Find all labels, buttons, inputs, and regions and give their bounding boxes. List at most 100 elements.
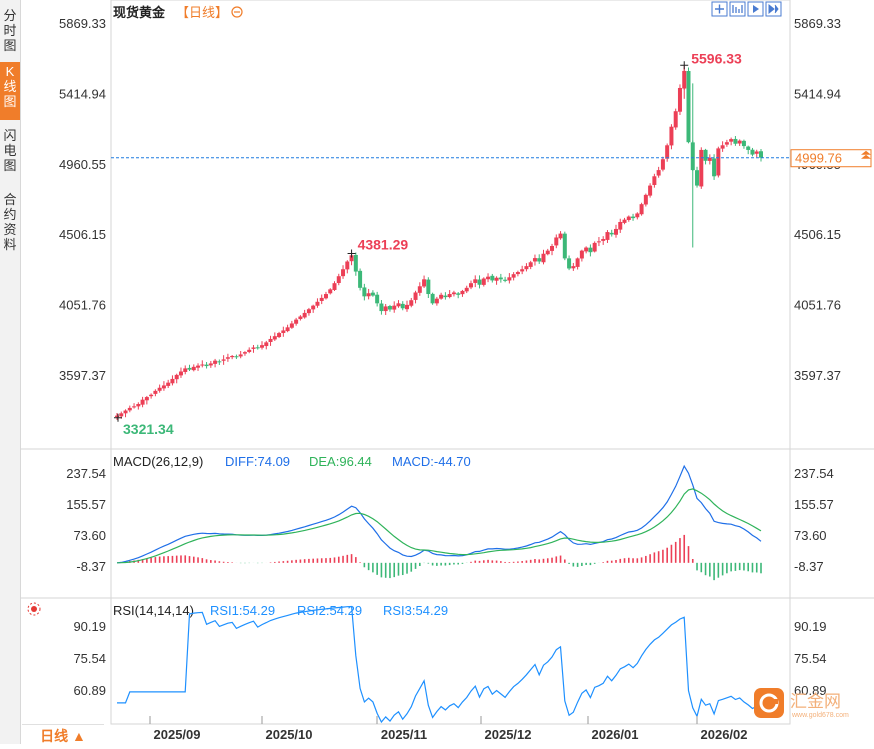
candle <box>613 224 618 238</box>
indicator-settings-icon[interactable] <box>27 602 41 616</box>
candle-body <box>498 277 503 280</box>
macd-axis-tick-right: -8.37 <box>794 559 824 574</box>
candle <box>375 291 380 307</box>
candle-body <box>712 158 717 177</box>
candle <box>588 244 593 257</box>
candle-body <box>532 258 537 262</box>
macd-axis-tick-right: 237.54 <box>794 466 834 481</box>
sidebar-tab-0[interactable]: 分时图 <box>0 6 20 56</box>
candle <box>737 139 742 146</box>
candle <box>127 405 132 413</box>
price-axis-tick-right: 5414.94 <box>794 86 841 101</box>
zoom-in-icon[interactable] <box>729 1 746 17</box>
candle-body <box>486 276 491 280</box>
candle-body <box>183 368 188 372</box>
candle-body <box>392 305 397 310</box>
candle <box>520 265 525 275</box>
candle-body <box>622 219 627 223</box>
candle-body <box>511 274 516 278</box>
forward-icon[interactable] <box>765 1 782 17</box>
candle-body <box>405 304 410 310</box>
candle <box>392 301 397 313</box>
candle-body <box>468 283 473 288</box>
candle-body <box>140 399 145 405</box>
candle <box>490 273 495 283</box>
macd-axis-tick-left: 155.57 <box>66 497 106 512</box>
mid-high-price-label: 4381.29 <box>358 237 409 253</box>
candle-body <box>724 142 729 145</box>
candle <box>550 243 555 256</box>
candle-body <box>362 287 367 297</box>
candle <box>643 193 648 207</box>
macd-diff-line <box>116 464 762 564</box>
candle-body <box>417 286 422 293</box>
candle <box>430 292 435 305</box>
candle-body <box>268 338 273 342</box>
candle-body <box>187 367 192 370</box>
candle-body <box>289 323 294 328</box>
candle <box>622 217 627 225</box>
candle-body <box>294 319 299 324</box>
candle-body <box>234 356 239 358</box>
candle <box>750 147 755 157</box>
candle <box>571 262 576 271</box>
candle <box>609 229 614 237</box>
candle <box>149 393 154 399</box>
candle-body <box>426 279 431 295</box>
candle <box>592 241 597 253</box>
candle <box>247 347 252 354</box>
chart-area[interactable]: 现货黄金 【日线】 3597.37 3597.37 4051.76 4051.76 45… <box>20 0 874 744</box>
candle <box>451 290 456 297</box>
candle <box>281 326 286 337</box>
candle-body <box>341 269 346 277</box>
candle <box>554 234 559 249</box>
candle <box>703 148 708 165</box>
kline-chart-svg[interactable]: 现货黄金 【日线】 3597.37 3597.37 4051.76 4051.76 45… <box>20 0 874 744</box>
rsi-axis-tick-right: 60.89 <box>794 683 827 698</box>
period-selector-tab[interactable]: 日线 ▲ <box>22 724 104 745</box>
candle-body <box>430 293 435 304</box>
candle <box>362 283 367 301</box>
candle-body <box>434 298 439 304</box>
candle-body <box>196 365 201 368</box>
candle-body <box>204 364 209 367</box>
price-axis-tick-right: 4051.76 <box>794 298 841 313</box>
candle <box>741 139 746 149</box>
candle <box>417 282 422 296</box>
candle-body <box>242 352 247 354</box>
settings-icon[interactable] <box>231 6 243 18</box>
move-icon[interactable] <box>711 1 728 17</box>
play-icon[interactable] <box>747 1 764 17</box>
price-axis-tick-left: 4051.76 <box>59 298 106 313</box>
candle <box>724 139 729 147</box>
low-price-label: 3321.34 <box>123 421 174 437</box>
rsi-line <box>117 605 762 724</box>
candle <box>328 288 333 295</box>
candle <box>200 360 205 368</box>
candle-body <box>208 363 213 366</box>
candle <box>601 236 606 245</box>
candle <box>507 273 512 284</box>
rsi-axis-tick-left: 60.89 <box>73 683 106 698</box>
candle-body <box>298 316 303 320</box>
candle-body <box>349 255 354 262</box>
candle-body <box>707 157 712 161</box>
candle-body <box>443 295 448 298</box>
candle-body <box>558 233 563 239</box>
sidebar-tab-3[interactable]: 合约资料 <box>0 190 20 264</box>
sidebar-tab-2[interactable]: 闪电图 <box>0 126 20 184</box>
candle-body <box>528 262 533 267</box>
candle <box>298 315 303 321</box>
candle-body <box>695 170 700 186</box>
rsi-axis-tick-right: 90.19 <box>794 619 827 634</box>
candle-body <box>677 87 682 112</box>
candle <box>665 143 670 162</box>
candle-body <box>554 237 559 246</box>
x-axis-tick-label: 2025/12 <box>485 727 532 742</box>
candle <box>230 354 235 360</box>
period-badge[interactable]: 【日线】 <box>176 5 228 20</box>
candle <box>486 273 491 283</box>
x-axis-tick-label: 2025/10 <box>266 727 313 742</box>
candle <box>336 273 341 286</box>
